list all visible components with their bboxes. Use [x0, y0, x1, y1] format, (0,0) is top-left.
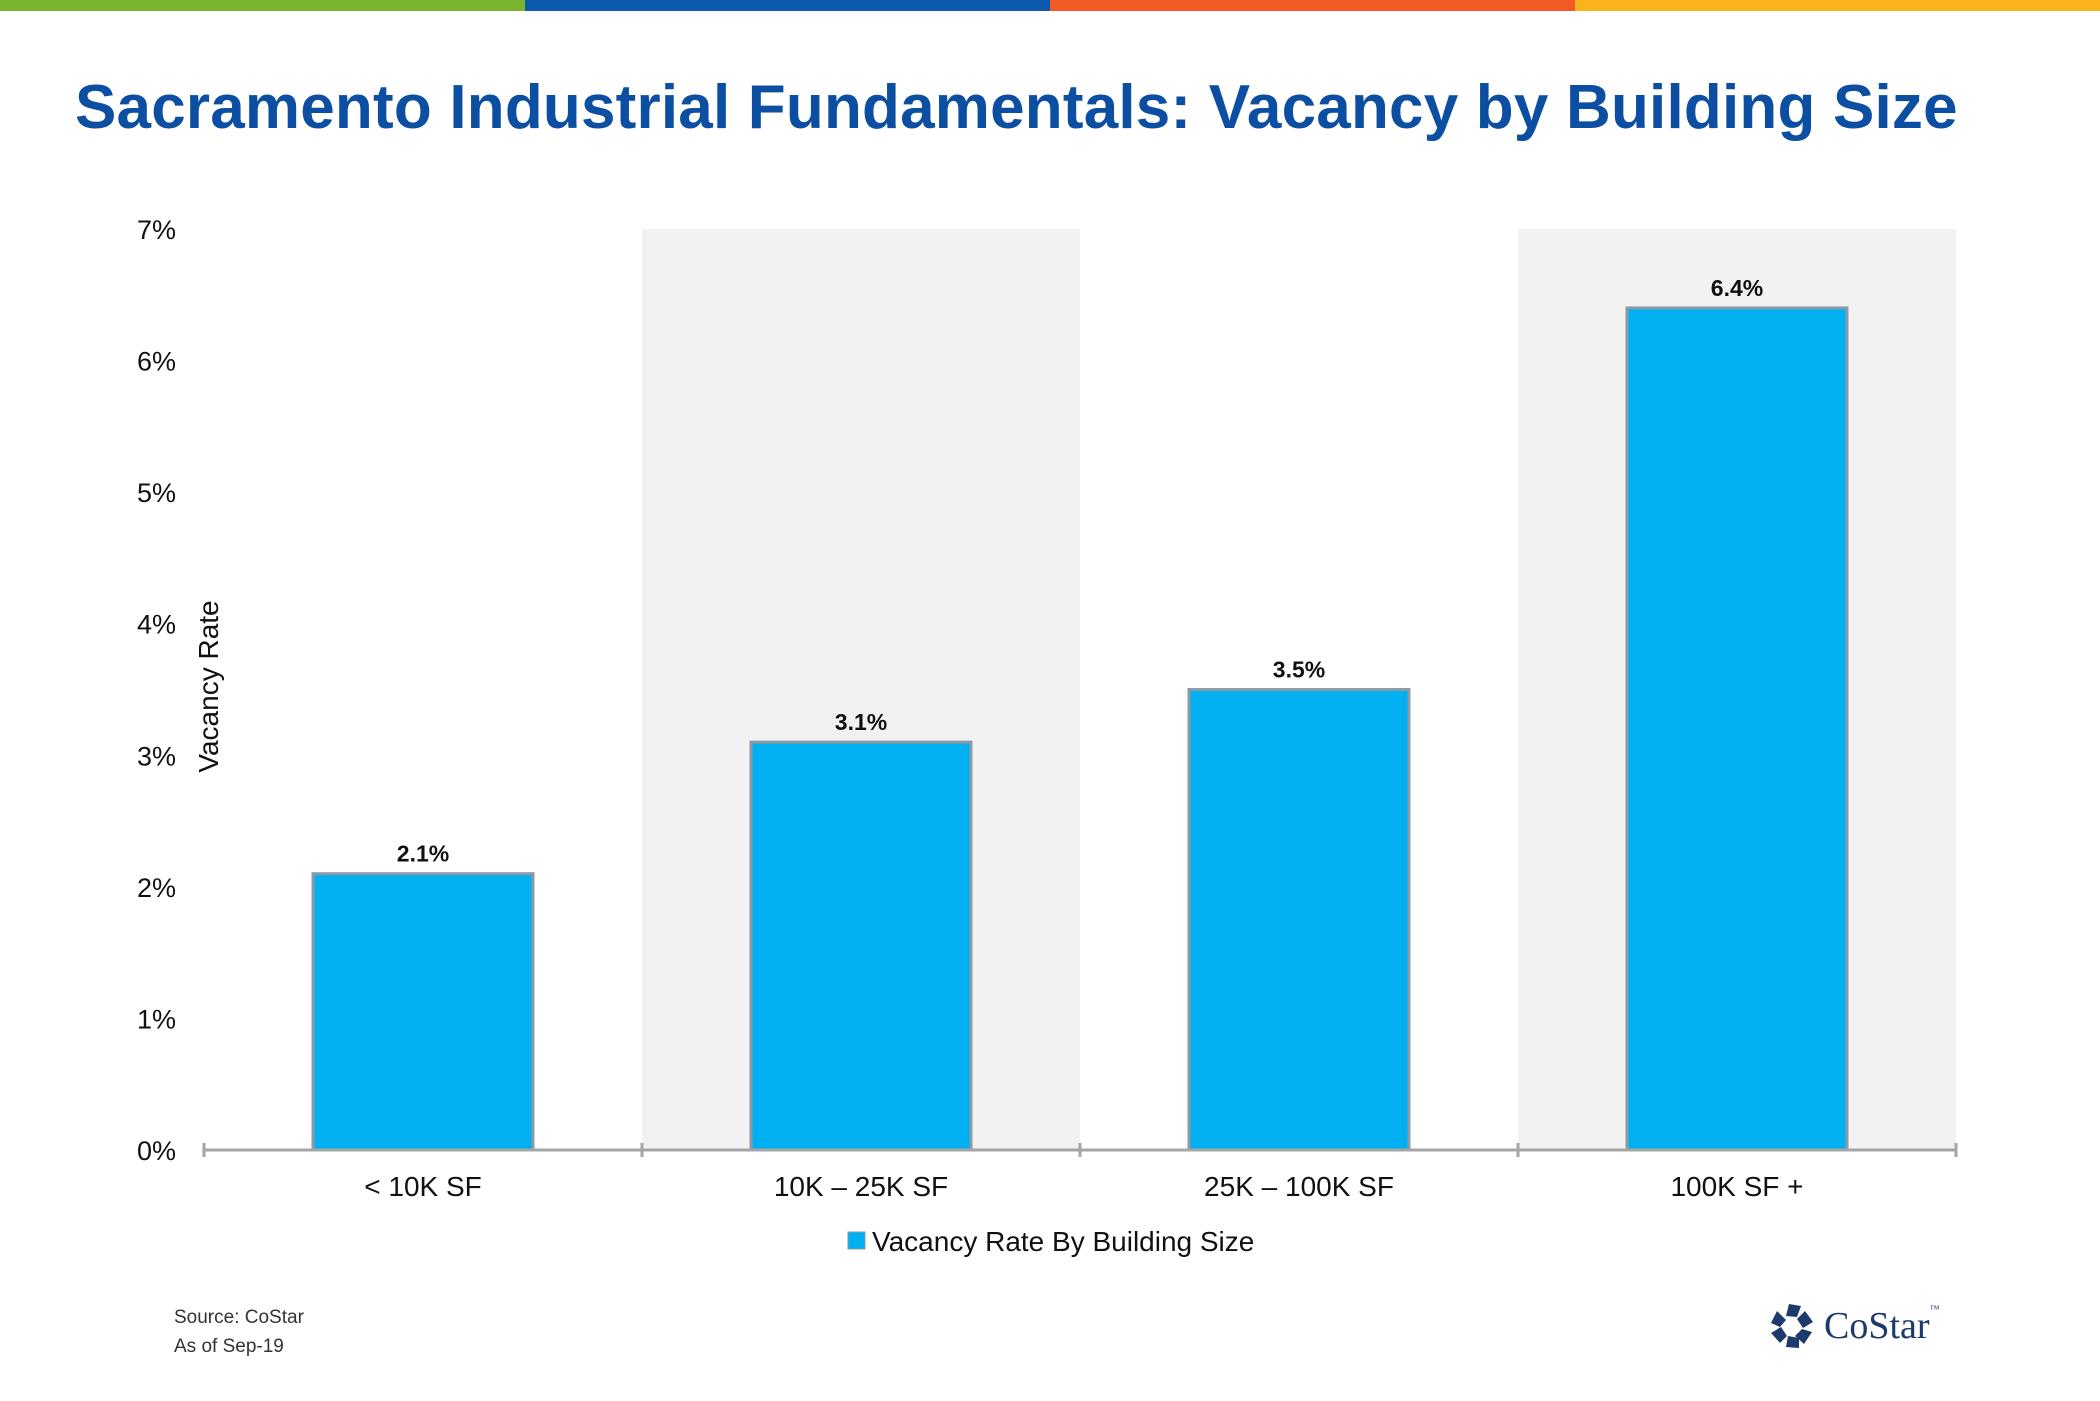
y-tick-label: 0%	[137, 1136, 176, 1166]
data-label: 3.1%	[835, 709, 887, 735]
y-tick-label: 2%	[137, 873, 176, 903]
bar	[749, 740, 973, 1152]
source-note: Source: CoStar As of Sep-19	[174, 1303, 304, 1361]
logo-wordmark: CoStar™	[1824, 1304, 1940, 1347]
stripe-blue	[525, 0, 1050, 11]
data-label: 2.1%	[397, 841, 449, 867]
logo-trademark: ™	[1929, 1304, 1940, 1315]
costar-logo: CoStar™	[1768, 1302, 1939, 1350]
y-tick-label: 3%	[137, 741, 176, 771]
x-tick-label: < 10K SF	[364, 1171, 482, 1202]
legend-label: Vacancy Rate By Building Size	[872, 1226, 1254, 1257]
y-tick-label: 5%	[137, 478, 176, 508]
source-text: Source: CoStar	[174, 1307, 304, 1328]
x-tick-label: 10K – 25K SF	[774, 1171, 948, 1202]
y-tick-label: 4%	[137, 610, 176, 640]
y-axis-title: Vacancy Rate	[193, 600, 224, 772]
legend-swatch	[847, 1231, 866, 1250]
slide-title: Sacramento Industrial Fundamentals: Vaca…	[75, 73, 1958, 142]
y-tick-label: 1%	[137, 1004, 176, 1034]
costar-star-icon	[1771, 1304, 1813, 1348]
x-tick-label: 25K – 100K SF	[1204, 1171, 1394, 1202]
stripe-green	[0, 0, 525, 11]
stripe-orange	[1050, 0, 1575, 11]
top-color-stripe	[0, 0, 2100, 11]
bar	[1187, 688, 1411, 1152]
y-tick-label: 7%	[137, 215, 176, 245]
data-label: 6.4%	[1711, 275, 1763, 301]
x-tick-label: 100K SF +	[1670, 1171, 1803, 1202]
y-tick-label: 6%	[137, 347, 176, 377]
bar	[311, 872, 535, 1152]
data-label: 3.5%	[1273, 657, 1325, 683]
bar	[1625, 306, 1849, 1152]
as-of-text: As of Sep-19	[174, 1336, 284, 1357]
stripe-yellow	[1575, 0, 2100, 11]
